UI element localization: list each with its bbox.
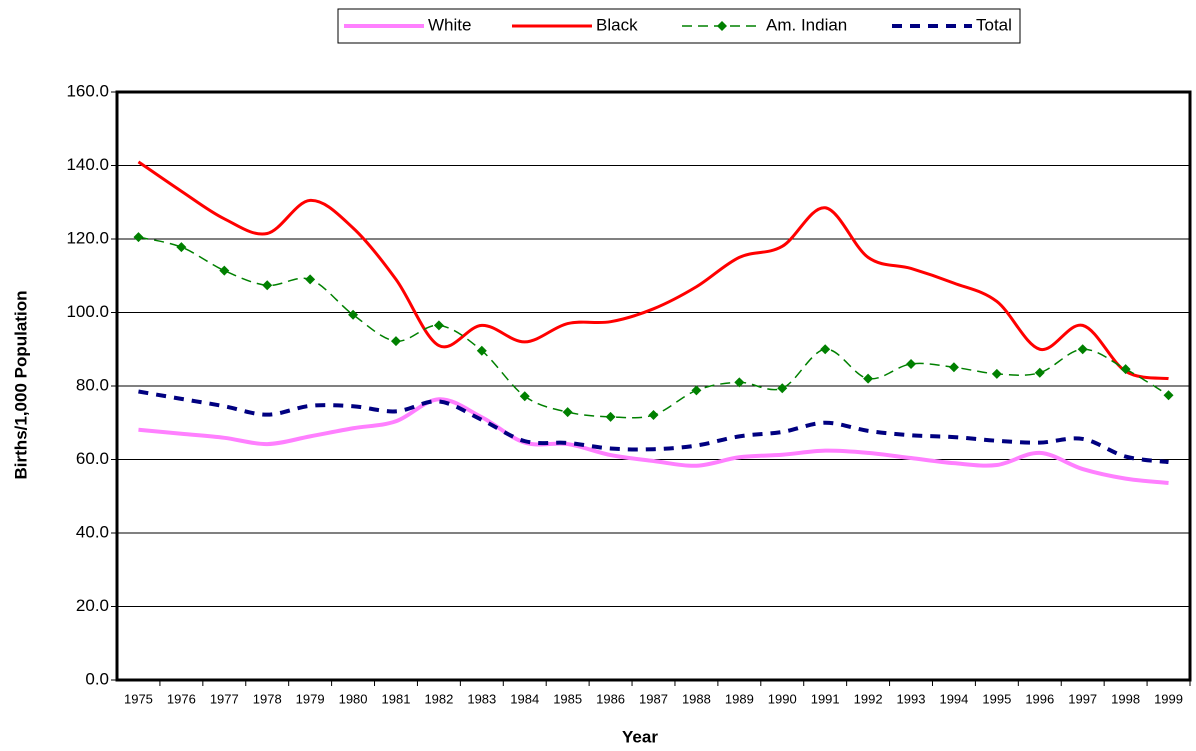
legend-box [337,8,1021,44]
x-tick-label: 1982 [424,691,453,706]
series-line [138,389,1169,465]
series-marker [348,309,359,320]
x-tick-label: 1978 [253,691,282,706]
legend-label: Total [976,15,1012,34]
series-marker [1077,344,1088,355]
x-tick-label: 1993 [897,691,926,706]
x-tick-label: 1983 [467,691,496,706]
legend-label: Am. Indian [766,15,847,34]
x-tick-label: 1992 [854,691,883,706]
series-marker [305,274,316,285]
x-tick-label: 1984 [510,691,539,706]
series-marker [1120,364,1131,375]
series-marker [262,280,273,291]
x-tick-label: 1997 [1068,691,1097,706]
x-tick-label: 1981 [382,691,411,706]
series-marker [476,345,487,356]
y-tick-label: 20.0 [76,596,109,615]
x-tick-label: 1987 [639,691,668,706]
x-tick-label: 1975 [124,691,153,706]
series-marker [562,407,573,418]
series-marker [390,336,401,347]
series-marker [176,242,187,253]
series-marker [1163,390,1174,401]
series-marker [1034,367,1045,378]
series-marker [906,358,917,369]
legend-marker [717,21,727,31]
series-marker [219,265,230,276]
x-tick-label: 1989 [725,691,754,706]
series-marker [820,344,831,355]
y-tick-label: 160.0 [66,81,109,100]
x-axis-title: Year [622,727,658,746]
legend-label: Black [596,15,638,34]
y-tick-label: 40.0 [76,522,109,541]
y-tick-label: 60.0 [76,449,109,468]
series-marker [948,362,959,373]
series-marker [734,377,745,388]
series-marker [691,385,702,396]
series-line [138,236,1169,419]
y-tick-label: 0.0 [85,669,109,688]
series-marker [605,411,616,422]
x-tick-label: 1977 [210,691,239,706]
x-tick-label: 1990 [768,691,797,706]
x-tick-label: 1995 [982,691,1011,706]
x-tick-label: 1976 [167,691,196,706]
x-tick-label: 1986 [596,691,625,706]
x-tick-label: 1996 [1025,691,1054,706]
series-marker [648,410,659,421]
x-tick-label: 1979 [296,691,325,706]
y-tick-label: 140.0 [66,155,109,174]
series-marker [863,373,874,384]
plot-border [115,90,1192,682]
x-tick-label: 1994 [939,691,968,706]
x-tick-label: 1988 [682,691,711,706]
series-marker [991,368,1002,379]
x-tick-label: 1998 [1111,691,1140,706]
x-tick-label: 1991 [811,691,840,706]
y-tick-label: 100.0 [66,302,109,321]
y-axis-title: Births/1,000 Population [11,291,30,480]
x-tick-label: 1985 [553,691,582,706]
series-marker [519,391,530,402]
legend-label: White [428,15,471,34]
x-tick-label: 1980 [339,691,368,706]
y-tick-label: 120.0 [66,228,109,247]
series-line [138,397,1169,486]
y-tick-label: 80.0 [76,375,109,394]
x-tick-label: 1999 [1154,691,1183,706]
series-marker [777,383,788,394]
series-marker [433,320,444,331]
series-line [137,160,1169,381]
series-marker [133,232,144,243]
